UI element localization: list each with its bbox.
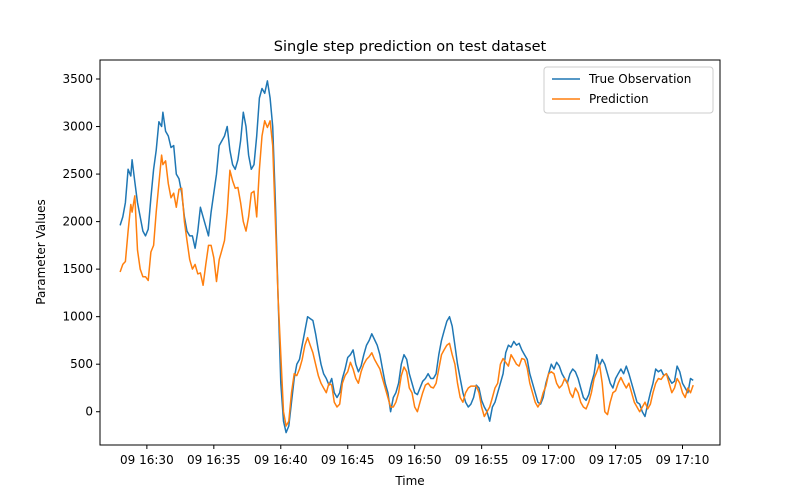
legend-label: Prediction (589, 92, 649, 106)
x-tick-label: 09 16:45 (321, 453, 375, 467)
y-tick-label: 3500 (62, 72, 93, 86)
y-axis-label: Parameter Values (34, 199, 48, 304)
x-tick-label: 09 16:30 (120, 453, 174, 467)
x-tick-label: 09 16:55 (455, 453, 509, 467)
legend: True Observation Prediction (543, 66, 714, 114)
series-line-prediction (119, 120, 694, 427)
x-tick-label: 09 16:40 (254, 453, 308, 467)
legend-box (543, 66, 714, 114)
series-line-true-observation (119, 80, 694, 434)
y-tick-label: 2500 (62, 167, 93, 181)
plot-frame (99, 59, 721, 446)
x-axis: 09 16:30 09 16:35 09 16:40 09 16:45 09 16:50… (120, 445, 709, 467)
x-axis-label: Time (394, 474, 424, 488)
x-tick-label: 09 16:35 (187, 453, 241, 467)
y-tick-label: 3000 (62, 120, 93, 134)
chart-title: Single step prediction on test dataset (274, 39, 547, 55)
y-tick-label: 500 (70, 357, 93, 371)
x-tick-label: 09 16:50 (388, 453, 442, 467)
y-tick-label: 2000 (62, 215, 93, 229)
y-tick-label: 1000 (62, 310, 93, 324)
y-tick-label: 1500 (62, 262, 93, 276)
x-tick-label: 09 17:05 (589, 453, 643, 467)
legend-label: True Observation (588, 72, 691, 86)
y-axis: 0 500 1000 1500 2000 2500 3000 3500 (62, 72, 100, 419)
x-tick-label: 09 17:10 (656, 453, 710, 467)
x-tick-label: 09 17:00 (522, 453, 576, 467)
y-tick-label: 0 (85, 405, 93, 419)
plot-area (119, 80, 694, 434)
